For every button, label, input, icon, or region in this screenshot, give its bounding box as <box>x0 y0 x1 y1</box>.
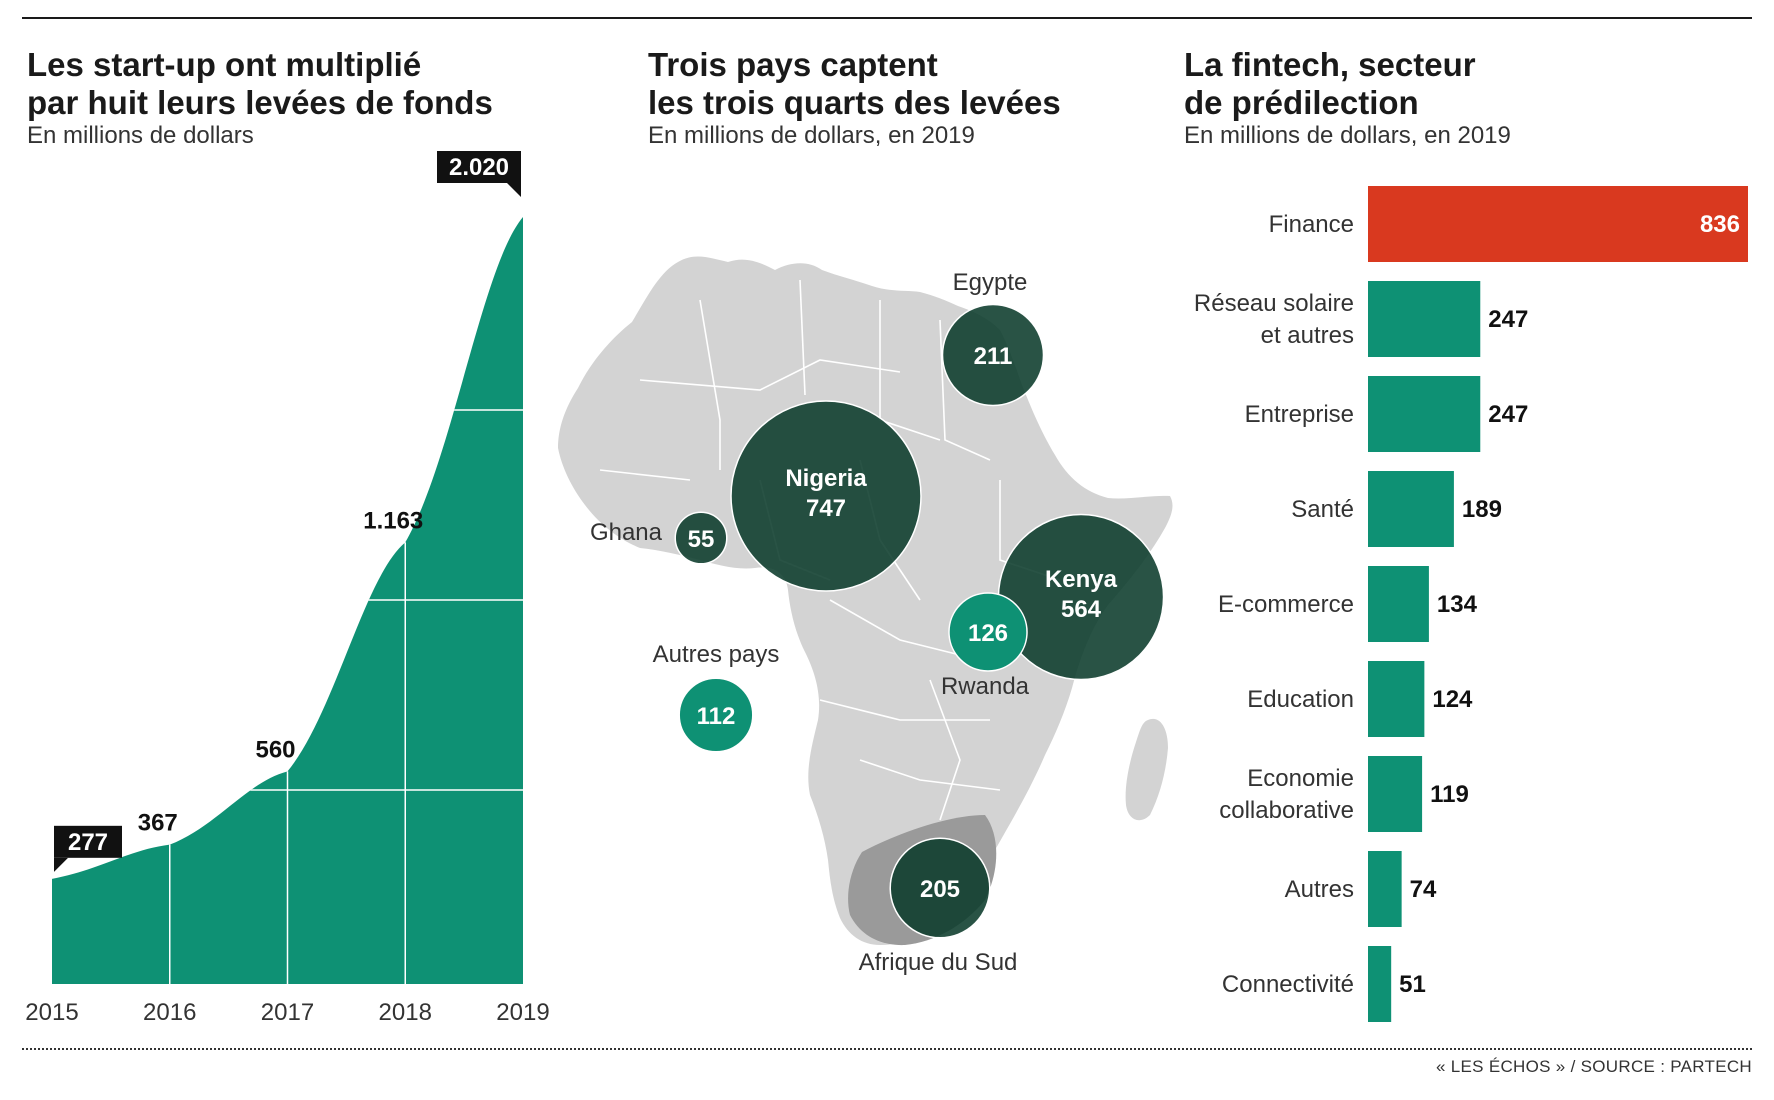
bar-value-label: 119 <box>1430 781 1469 808</box>
bar-category-label: et autres <box>1261 322 1354 349</box>
bubble-ghana <box>674 511 728 565</box>
bar <box>1368 851 1402 927</box>
bubble-country-label: Rwanda <box>941 673 1030 700</box>
bar-value-label: 836 <box>1700 211 1740 238</box>
chart2-subtitle: En millions de dollars, en 2019 <box>648 122 975 149</box>
chart3-title: La fintech, secteur de prédilection <box>1184 46 1476 122</box>
madagascar-shape <box>1125 718 1168 821</box>
bubble-value-label: 211 <box>974 343 1013 370</box>
bubble-value-label: 747 <box>806 495 846 522</box>
x-tick-label: 2019 <box>496 999 549 1026</box>
value-callout-box <box>437 151 521 183</box>
bar-category-label: Santé <box>1291 496 1354 523</box>
bubble-country-label: Nigeria <box>785 465 867 492</box>
bar-value-label: 189 <box>1462 496 1502 523</box>
bubble-country-label: Kenya <box>1045 566 1118 593</box>
chart1-title-line1: Les start-up ont multiplié <box>27 46 422 83</box>
bar <box>1368 471 1454 547</box>
bottom-rule <box>22 1048 1752 1050</box>
x-tick-label: 2018 <box>379 999 432 1026</box>
bubble-rwanda <box>948 592 1028 672</box>
chart2-title: Trois pays captent les trois quarts des … <box>648 46 1061 122</box>
bubble-value-label: 564 <box>1061 596 1102 623</box>
bar-category-label: Autres <box>1285 876 1354 903</box>
bubble-value-label: 205 <box>920 876 960 903</box>
x-tick-label: 2015 <box>25 999 78 1026</box>
chart2-map: Nigeria 747 Kenya 564 211 Egypte 205 Afrique du… <box>558 256 1173 976</box>
chart1-title-line2: par huit leurs levées de fonds <box>27 84 493 121</box>
bar-category-label: Finance <box>1269 211 1354 238</box>
africa-map-shape <box>558 256 1173 945</box>
bar <box>1368 946 1392 1022</box>
chart3-title-line1: La fintech, secteur <box>1184 46 1476 83</box>
bar-value-label: 247 <box>1488 306 1528 333</box>
bubble-country-label: Afrique du Sud <box>859 949 1018 976</box>
source-credit: « LES ÉCHOS » / SOURCE : PARTECH <box>1436 1057 1752 1076</box>
chart3-subtitle: En millions de dollars, en 2019 <box>1184 122 1511 149</box>
bar-value-label: 51 <box>1399 971 1426 998</box>
bubble-country-label: Ghana <box>590 519 663 546</box>
bar <box>1368 281 1481 357</box>
chart1-title: Les start-up ont multiplié par huit leur… <box>27 46 493 122</box>
chart3-title-line2: de prédilection <box>1184 84 1419 121</box>
bar-value-label: 134 <box>1437 591 1478 618</box>
bubble-nigeria <box>730 400 922 592</box>
bar-value-label: 74 <box>1410 876 1437 903</box>
bar-category-label: Education <box>1247 686 1354 713</box>
bubble-afrique-du-sud <box>889 837 991 939</box>
x-tick-label: 2016 <box>143 999 196 1026</box>
x-tick-label: 2017 <box>261 999 314 1026</box>
bar-category-label: Réseau solaire <box>1194 290 1354 317</box>
chart1-area: 2015 2016 2017 2018 2019 277 367 560 1.163 2.020 <box>25 151 550 1026</box>
bar-value-label: 247 <box>1488 401 1528 428</box>
bar-category-label: Connectivité <box>1222 971 1354 998</box>
bubble-value-label: 126 <box>968 620 1008 647</box>
chart3-bars: 836 Finance 247 Réseau solaire et autres 247 E… <box>1194 186 1748 1022</box>
bar-category-label: Economie <box>1247 765 1354 792</box>
bubble-value-label: 55 <box>688 526 715 553</box>
value-label: 367 <box>138 810 178 837</box>
value-label: 2.020 <box>449 154 509 181</box>
top-rule <box>22 17 1752 19</box>
bubble-country-label: Egypte <box>953 269 1028 296</box>
bar-category-label: E-commerce <box>1218 591 1354 618</box>
value-label: 560 <box>255 736 295 763</box>
bar <box>1368 186 1748 262</box>
value-label: 277 <box>68 829 108 856</box>
bar <box>1368 661 1425 737</box>
bubble-value-label: 112 <box>697 703 736 730</box>
bubble-autres-pays <box>678 677 754 753</box>
value-callout-box <box>54 825 122 858</box>
bubble-egypte <box>941 303 1045 407</box>
value-label: 1.163 <box>363 507 423 534</box>
chart1-subtitle: En millions de dollars <box>27 122 254 149</box>
chart2-title-line1: Trois pays captent <box>648 46 938 83</box>
bubble-country-label: Autres pays <box>653 641 780 668</box>
value-callout-pointer <box>507 183 521 197</box>
bar-value-label: 124 <box>1432 686 1473 713</box>
bar <box>1368 566 1429 642</box>
bar <box>1368 376 1481 452</box>
country-bubbles: Nigeria 747 Kenya 564 211 Egypte 205 Afrique du… <box>590 269 1165 976</box>
bar-category-label: Entreprise <box>1245 401 1354 428</box>
chart2-title-line2: les trois quarts des levées <box>648 84 1061 121</box>
value-callout-pointer <box>54 857 68 872</box>
bar <box>1368 756 1423 832</box>
bar-category-label: collaborative <box>1219 797 1354 824</box>
